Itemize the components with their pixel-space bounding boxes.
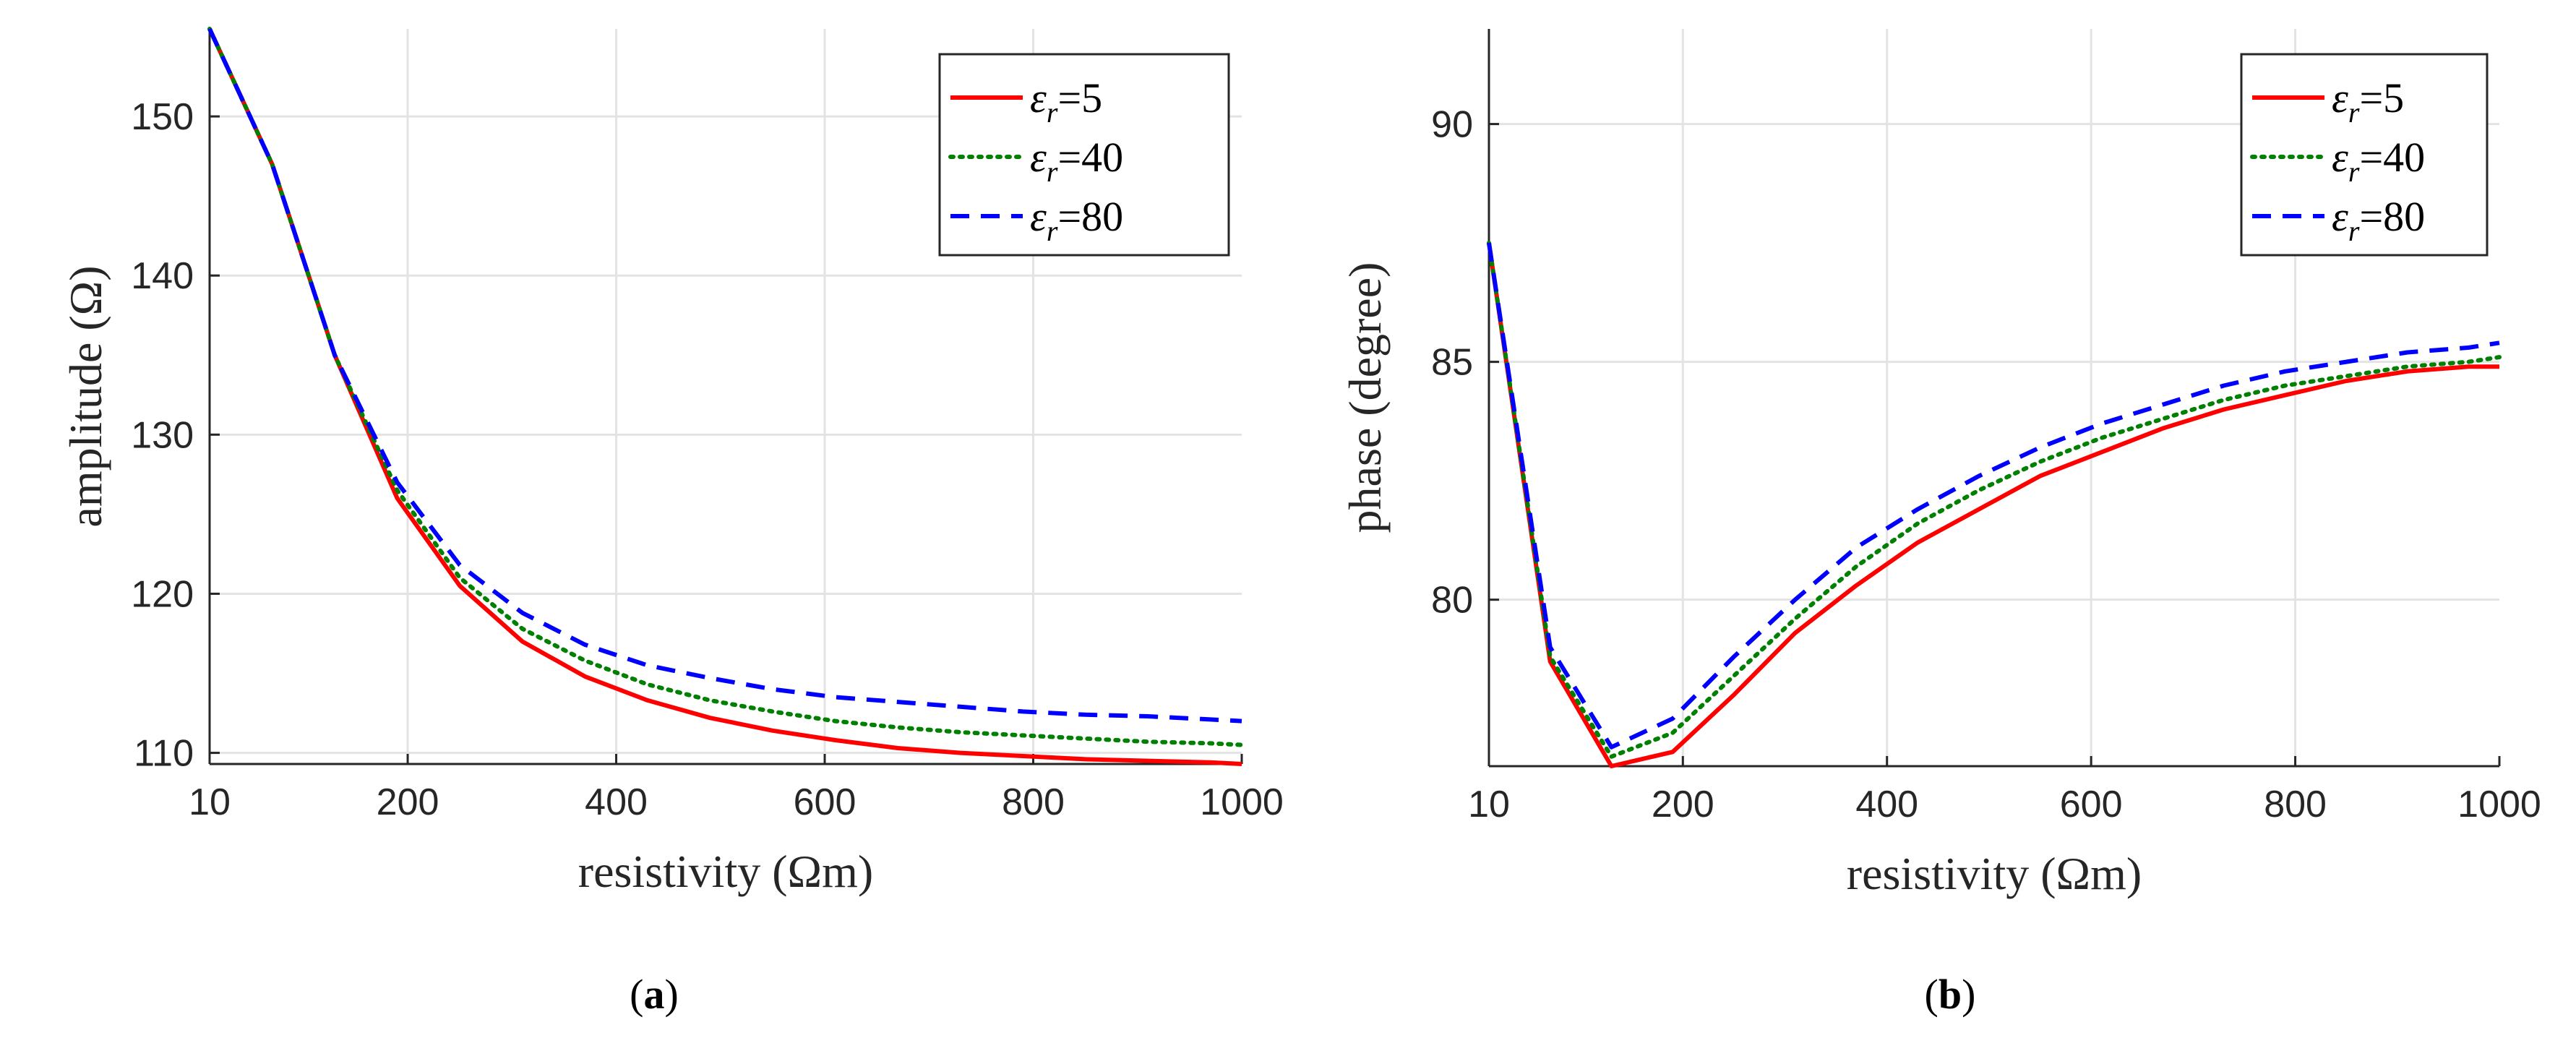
y-axis-label: phase (degree)	[1339, 262, 1391, 533]
x-tick-label: 400	[585, 781, 648, 823]
y-tick-label: 150	[131, 96, 194, 138]
chart-panel-a: 10 200 400 600 800 1000 110 120 130 140 150 resisti…	[60, 27, 1284, 1018]
y-tick-label: 80	[1431, 580, 1473, 622]
series-line-eps-r-5	[207, 27, 1242, 766]
y-tick-label: 130	[131, 414, 194, 456]
y-tick-label: 90	[1431, 104, 1473, 146]
x-tick-label: 400	[1855, 784, 1918, 825]
legend-label: εr=40	[2332, 134, 2425, 188]
series-line-eps-r-80	[207, 27, 1242, 724]
x-tick-label: 1000	[2457, 784, 2541, 825]
series-line-eps-r-40	[207, 27, 1244, 747]
panel-caption: (a)	[630, 971, 679, 1018]
panel-caption: (b)	[1925, 971, 1976, 1018]
x-tick-label: 600	[2060, 784, 2123, 825]
x-tick-label: 1000	[1200, 781, 1284, 823]
x-tick-label: 10	[1468, 784, 1510, 825]
x-axis-label: resistivity (Ωm)	[1847, 848, 2142, 899]
chart-panel-b: 10 200 400 600 800 1000 80 85 90 resistivity (Ωm)…	[1339, 29, 2541, 1018]
x-tick-label: 600	[794, 781, 856, 823]
y-tick-label: 85	[1431, 342, 1473, 384]
legend-label: εr=80	[1030, 193, 1123, 247]
y-tick-label: 120	[131, 573, 194, 615]
x-axis-label: resistivity (Ωm)	[578, 846, 873, 897]
legend-box	[938, 53, 1230, 257]
x-tick-label: 200	[1652, 784, 1714, 825]
series-line-eps-r-5	[1487, 242, 2499, 768]
y-axis-label: amplitude (Ω)	[60, 265, 111, 527]
legend-label: εr=5	[1030, 74, 1102, 129]
legend-label: εr=40	[1030, 134, 1123, 188]
x-tick-label: 200	[377, 781, 439, 823]
y-tick-label: 140	[131, 255, 194, 297]
x-tick-label: 800	[2264, 784, 2327, 825]
x-tick-label: 800	[1002, 781, 1065, 823]
series-line-eps-r-80	[1487, 242, 2500, 750]
x-tick-label: 10	[189, 781, 231, 823]
legend-label: εr=5	[2332, 74, 2404, 129]
y-tick-label: 110	[134, 733, 194, 775]
series-line-eps-r-40	[1487, 241, 2502, 759]
legend-label: εr=80	[2332, 193, 2425, 247]
